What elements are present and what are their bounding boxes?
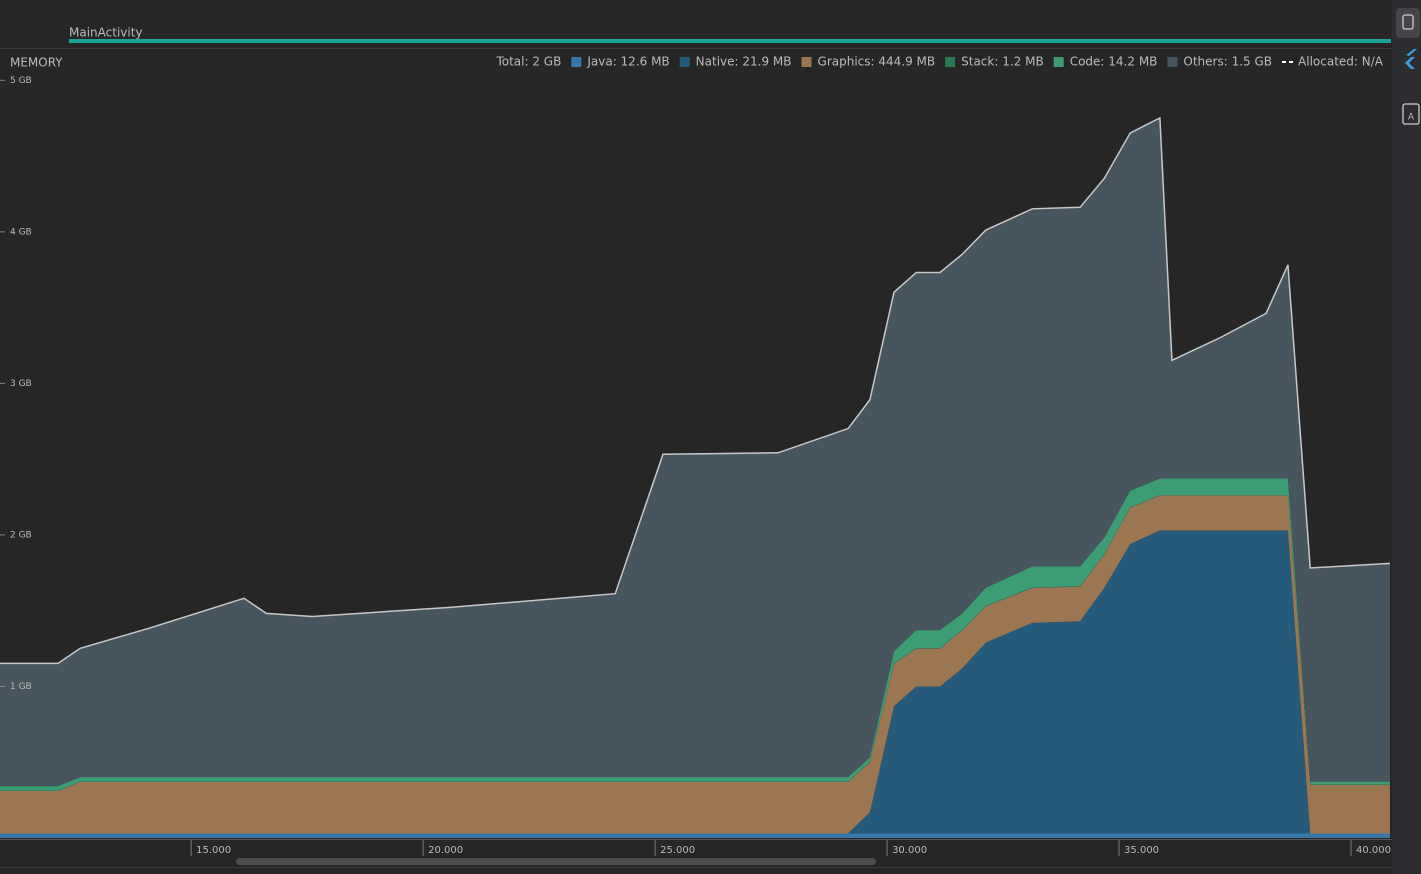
legend-label: Others: 1.5 GB — [1183, 55, 1272, 69]
scrollbar[interactable] — [236, 858, 876, 865]
area — [0, 117, 1390, 787]
legend: Allocated: N/A Others: 1.5 GB Code: 14.2 M… — [495, 55, 1383, 69]
device-icon — [1402, 14, 1414, 30]
area — [0, 833, 1390, 838]
total-line — [0, 116, 1391, 665]
x-tick-label: 15.000 — [196, 845, 231, 856]
legend-label: Native: 21.9 MB — [696, 55, 792, 69]
assistant-icon-glyph: A — [1408, 113, 1415, 123]
area — [0, 495, 1390, 834]
legend-label: Total: 2 GB — [495, 55, 561, 69]
legend-label: Code: 14.2 MB — [1070, 55, 1158, 69]
flutter-icon[interactable] — [1405, 49, 1417, 69]
legend-swatch — [571, 57, 582, 67]
y-tick-label: 2 GB — [10, 530, 32, 540]
chart-title: MEMORY — [10, 56, 63, 70]
legend-swatch — [801, 57, 812, 67]
legend-label: Graphics: 444.9 MB — [818, 55, 936, 69]
legend-swatch — [1167, 57, 1178, 67]
y-tick-label: 1 GB — [10, 682, 32, 692]
legend-swatch — [1053, 57, 1064, 67]
assistant-icon[interactable] — [1402, 103, 1420, 125]
legend-label: Java: 12.6 MB — [586, 55, 669, 69]
y-tick-label: 4 GB — [10, 227, 32, 237]
legend-swatch — [945, 57, 956, 67]
legend-swatch — [679, 57, 690, 67]
x-tick-label: 40.000 — [1356, 845, 1391, 856]
plot: 1 GB 2 GB 3 GB 4 GB 5 GB 15.000 20.000 25.000 30… — [0, 76, 1391, 856]
x-tick-label: 30.000 — [892, 845, 927, 856]
y-tick-label: 3 GB — [10, 379, 32, 389]
area — [0, 530, 1390, 834]
legend-label: Stack: 1.2 MB — [961, 55, 1044, 69]
x-tick-label: 20.000 — [428, 845, 463, 856]
activity-label[interactable]: MainActivity — [69, 26, 143, 40]
side-toolbar — [1392, 0, 1421, 874]
x-tick-label: 25.000 — [660, 845, 695, 856]
legend-label: Allocated: N/A — [1298, 55, 1384, 69]
y-tick-label: 5 GB — [10, 76, 32, 86]
device-manager-button[interactable] — [1396, 8, 1420, 38]
activity-bar[interactable] — [69, 39, 1391, 43]
x-tick-label: 35.000 — [1124, 845, 1159, 856]
